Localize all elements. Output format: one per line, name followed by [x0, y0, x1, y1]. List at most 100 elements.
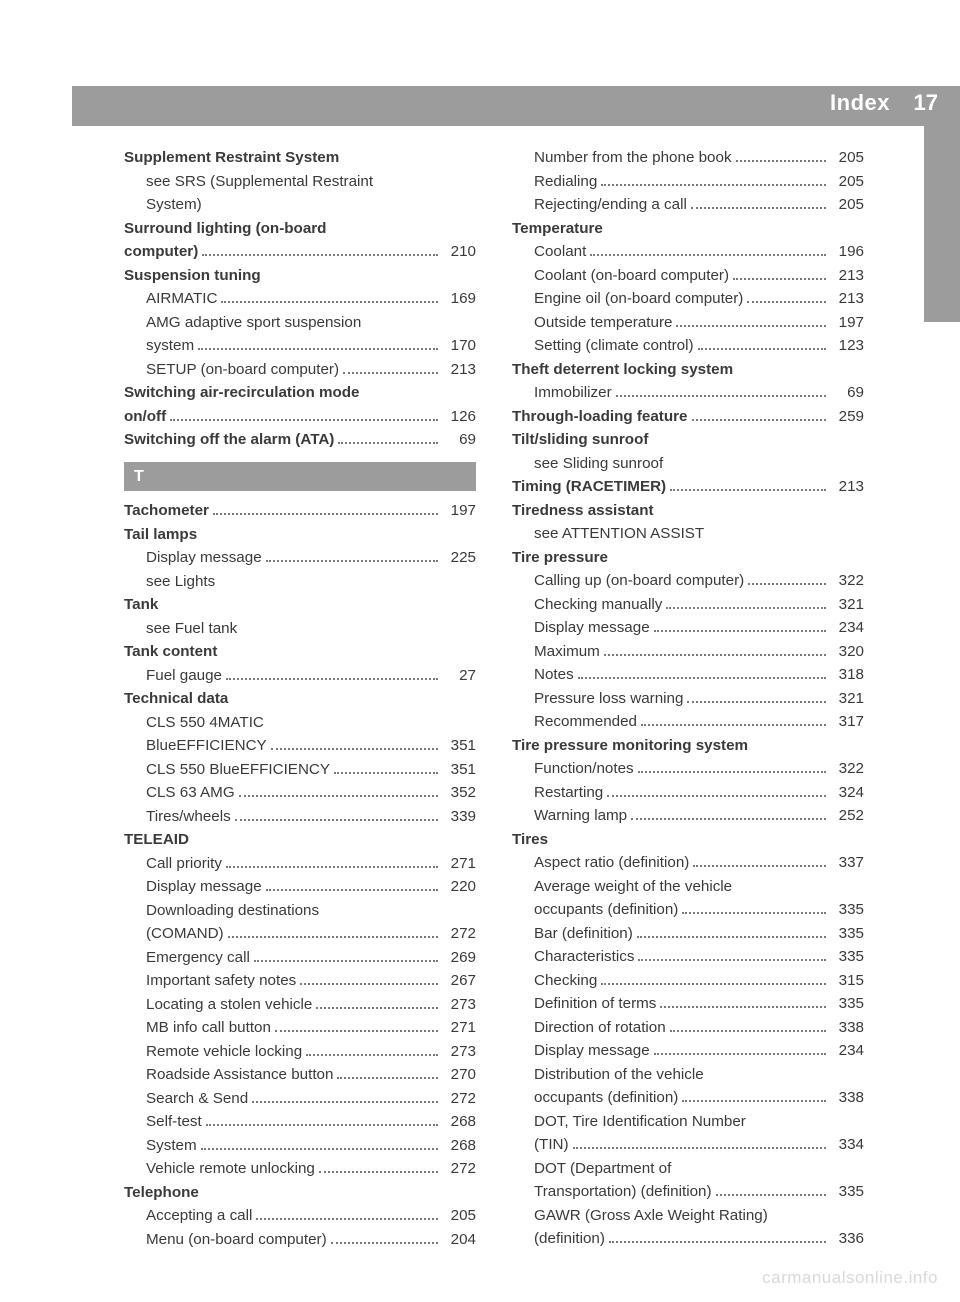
index-entry: Self-test268: [124, 1110, 476, 1134]
leader-dots: [687, 701, 826, 703]
index-entry: Tank: [124, 593, 476, 617]
index-entry: Outside temperature 197: [512, 311, 864, 335]
index-page-ref: 335: [830, 1180, 864, 1204]
index-entry: Checking manually321: [512, 593, 864, 617]
index-content: Supplement Restraint Systemsee SRS (Supp…: [124, 146, 864, 1251]
index-page-ref: 234: [830, 1039, 864, 1063]
index-page-ref: 271: [442, 1016, 476, 1040]
index-label: Downloading destinations: [146, 902, 319, 919]
index-page-ref: 351: [442, 758, 476, 782]
leader-dots: [654, 630, 826, 632]
leader-dots: [343, 372, 438, 374]
index-label: Temperature: [512, 220, 603, 237]
index-page-ref: 335: [830, 992, 864, 1016]
index-label: Direction of rotation: [534, 1016, 666, 1040]
index-entry: Important safety notes267: [124, 969, 476, 993]
index-entry: Tires: [512, 828, 864, 852]
index-label: Redialing: [534, 170, 597, 194]
leader-dots: [601, 983, 826, 985]
index-label: Outside temperature: [534, 311, 672, 335]
index-page-ref: 322: [830, 757, 864, 781]
leader-dots: [275, 1030, 438, 1032]
leader-dots: [201, 1148, 438, 1150]
index-label: Search & Send: [146, 1087, 248, 1111]
index-page-ref: 197: [830, 311, 864, 335]
index-label: Vehicle remote unlocking: [146, 1157, 315, 1181]
index-entry: DOT, Tire Identification Number: [512, 1110, 864, 1134]
index-label: Tachometer: [124, 499, 209, 523]
index-column-right: Number from the phone book205Redialing20…: [512, 146, 864, 1251]
index-entry: Function/notes322: [512, 757, 864, 781]
index-entry: Vehicle remote unlocking 272: [124, 1157, 476, 1181]
index-page-ref: 272: [442, 1157, 476, 1181]
leader-dots: [254, 960, 438, 962]
index-entry: Menu (on-board computer)204: [124, 1228, 476, 1252]
index-page-ref: 170: [442, 334, 476, 358]
index-entry: Calling up (on-board computer) 322: [512, 569, 864, 593]
index-entry: Timing (RACETIMER)213: [512, 475, 864, 499]
index-label: Emergency call: [146, 946, 250, 970]
index-entry: Search & Send 272: [124, 1087, 476, 1111]
index-label: on/off: [124, 405, 166, 429]
leader-dots: [693, 865, 826, 867]
index-label: Calling up (on-board computer): [534, 569, 744, 593]
index-label: Tire pressure: [512, 549, 608, 566]
index-label: Display message: [146, 546, 262, 570]
index-page-ref: 213: [830, 264, 864, 288]
index-entry: Roadside Assistance button270: [124, 1063, 476, 1087]
leader-dots: [638, 959, 826, 961]
index-page-ref: 220: [442, 875, 476, 899]
index-entry: Tiredness assistant: [512, 499, 864, 523]
index-entry: Telephone: [124, 1181, 476, 1205]
index-entry: (definition)336: [512, 1227, 864, 1251]
index-entry: Tire pressure monitoring system: [512, 734, 864, 758]
leader-dots: [733, 278, 826, 280]
index-entry: Engine oil (on-board computer) 213: [512, 287, 864, 311]
index-label: Checking: [534, 969, 597, 993]
index-label: DOT (Department of: [534, 1160, 671, 1177]
leader-dots: [698, 348, 826, 350]
index-label: Engine oil (on-board computer): [534, 287, 743, 311]
index-label: Characteristics: [534, 945, 634, 969]
index-label: Immobilizer: [534, 381, 612, 405]
index-entry: Technical data: [124, 687, 476, 711]
index-page-ref: 272: [442, 1087, 476, 1111]
index-label: Telephone: [124, 1184, 199, 1201]
index-label: Locating a stolen vehicle: [146, 993, 312, 1017]
index-label: Fuel gauge: [146, 664, 222, 688]
index-label: Important safety notes: [146, 969, 296, 993]
index-page-ref: 69: [830, 381, 864, 405]
index-page-ref: 322: [830, 569, 864, 593]
index-entry: Display message234: [512, 1039, 864, 1063]
index-entry: see Fuel tank: [124, 617, 476, 641]
index-page-ref: 252: [830, 804, 864, 828]
index-label: see Lights: [146, 573, 215, 590]
leader-dots: [638, 771, 826, 773]
index-entry: Restarting324: [512, 781, 864, 805]
index-page-ref: 126: [442, 405, 476, 429]
index-label: Display message: [146, 875, 262, 899]
index-label: Tilt/sliding sunroof: [512, 431, 648, 448]
index-label: Suspension tuning: [124, 267, 261, 284]
index-page-ref: 337: [830, 851, 864, 875]
index-column-left: Supplement Restraint Systemsee SRS (Supp…: [124, 146, 476, 1251]
leader-dots: [252, 1101, 438, 1103]
index-label: (TIN): [534, 1133, 569, 1157]
index-entry: Characteristics335: [512, 945, 864, 969]
index-label: Coolant: [534, 240, 586, 264]
index-entry: Coolant196: [512, 240, 864, 264]
index-entry: Checking 315: [512, 969, 864, 993]
index-entry: Locating a stolen vehicle273: [124, 993, 476, 1017]
index-page-ref: 213: [830, 287, 864, 311]
index-label: Aspect ratio (definition): [534, 851, 689, 875]
leader-dots: [604, 654, 826, 656]
index-label: Switching air-recirculation mode: [124, 384, 359, 401]
index-entry: Setting (climate control)123: [512, 334, 864, 358]
index-page-ref: 213: [442, 358, 476, 382]
leader-dots: [748, 583, 826, 585]
leader-dots: [641, 724, 826, 726]
leader-dots: [676, 325, 826, 327]
index-page-ref: 315: [830, 969, 864, 993]
leader-dots: [682, 1100, 826, 1102]
index-label: Number from the phone book: [534, 146, 732, 170]
